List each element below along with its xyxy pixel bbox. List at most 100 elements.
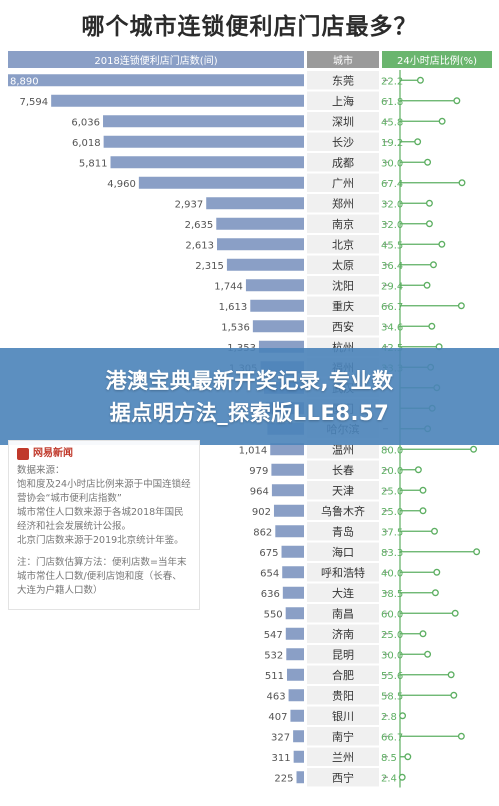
pct-column-header: 24小时店比例(%) xyxy=(382,51,492,68)
city-cell xyxy=(307,173,379,192)
store-bar xyxy=(275,525,304,538)
city-cell xyxy=(307,194,379,213)
city-cell xyxy=(307,747,379,766)
store-bar xyxy=(206,197,304,210)
store-bar xyxy=(250,299,304,312)
city-label: 天津 xyxy=(332,484,354,497)
pct-dot xyxy=(423,281,431,289)
store-bar xyxy=(273,504,304,517)
overlay-banner[interactable]: 港澳宝典最新开奖记录,专业数 据点明方法_探索版LLE8.57 xyxy=(0,348,499,445)
pct-dot xyxy=(430,261,437,269)
store-bar xyxy=(293,750,304,763)
store-value-label: 1,744 xyxy=(214,281,243,292)
city-label: 东莞 xyxy=(332,74,354,87)
pct-value-label: 29.4 xyxy=(381,281,403,292)
city-label: 深圳 xyxy=(332,115,354,128)
city-cell xyxy=(307,563,379,582)
pct-dot xyxy=(425,220,433,228)
stores-column-header: 2018连锁便利店门店数(间) xyxy=(8,51,304,68)
city-cell xyxy=(307,153,379,172)
pct-dot xyxy=(414,466,422,474)
pct-value-label: 22.2 xyxy=(381,76,403,87)
store-value-label: 532 xyxy=(264,650,283,661)
pct-value-label: 8.5 xyxy=(381,753,397,764)
city-label: 长沙 xyxy=(332,136,354,149)
pct-value-label: 2.4 xyxy=(381,773,397,784)
city-label: 南京 xyxy=(332,217,354,231)
pct-value-label: 25.0 xyxy=(381,630,403,641)
city-label: 沈阳 xyxy=(332,278,354,292)
pct-value-label: 30.0 xyxy=(381,158,403,169)
city-label: 北京 xyxy=(332,237,354,251)
pct-dot xyxy=(450,691,458,699)
pct-dot xyxy=(419,507,427,515)
pct-value-label: 32.0 xyxy=(381,199,403,210)
pct-value-label: 80.0 xyxy=(381,445,403,456)
pct-value-label: 40.0 xyxy=(381,568,403,579)
store-bar xyxy=(216,238,304,251)
city-label: 呼和浩特 xyxy=(321,565,365,579)
store-value-label: 979 xyxy=(249,466,268,477)
store-value-label: 6,036 xyxy=(71,117,100,128)
city-label: 银川 xyxy=(332,709,354,723)
store-bar xyxy=(282,586,304,599)
store-value-label: 550 xyxy=(264,609,283,620)
pct-dot xyxy=(414,138,422,146)
store-value-label: 6,018 xyxy=(72,138,101,149)
city-column-header: 城市 xyxy=(307,51,379,68)
store-bar xyxy=(286,648,304,661)
pct-dot xyxy=(428,322,436,330)
city-cell xyxy=(307,112,379,131)
store-bar xyxy=(245,279,304,292)
pct-value-label: 2.8 xyxy=(381,712,397,723)
pct-dot xyxy=(457,732,465,740)
city-cell xyxy=(307,501,379,520)
city-cell xyxy=(307,276,379,295)
overlay-line-2: 据点明方法_探索版LLE8.57 xyxy=(109,400,390,425)
city-label: 郑州 xyxy=(332,196,354,210)
pct-dot xyxy=(398,773,406,781)
pct-dot xyxy=(425,199,433,207)
city-label: 西宁 xyxy=(332,770,354,784)
netease-logo-icon xyxy=(17,448,29,460)
store-value-label: 654 xyxy=(260,568,279,579)
store-bar xyxy=(8,74,304,87)
store-bar xyxy=(216,217,304,230)
brand: 网易新闻 xyxy=(17,447,191,461)
city-cell xyxy=(307,686,379,705)
city-cell xyxy=(307,132,379,151)
store-value-label: 311 xyxy=(272,753,291,764)
store-value-label: 511 xyxy=(265,671,284,682)
store-value-label: 1,613 xyxy=(219,302,248,313)
store-value-label: 407 xyxy=(268,712,287,723)
store-bar xyxy=(271,484,304,497)
pct-value-label: 30.0 xyxy=(381,650,403,661)
city-label: 成都 xyxy=(332,156,354,169)
pct-dot xyxy=(451,609,459,617)
city-label: 西安 xyxy=(332,319,354,333)
store-value-label: 1,014 xyxy=(239,445,268,456)
store-bar xyxy=(282,566,304,579)
city-label: 青岛 xyxy=(332,524,354,538)
store-value-label: 636 xyxy=(261,589,280,600)
pct-value-label: 45.5 xyxy=(381,240,403,251)
pct-dot xyxy=(470,445,478,453)
store-value-label: 8,890 xyxy=(10,76,39,87)
store-value-label: 547 xyxy=(264,630,283,641)
store-value-label: 7,594 xyxy=(20,97,49,108)
pct-value-label: 38.5 xyxy=(381,589,403,600)
city-label: 上海 xyxy=(332,94,354,108)
pct-dot xyxy=(424,158,432,166)
city-cell xyxy=(307,604,379,623)
city-label: 南昌 xyxy=(332,607,354,620)
city-label: 广州 xyxy=(332,177,354,190)
pct-value-label: 19.2 xyxy=(381,138,403,149)
city-cell xyxy=(307,624,379,643)
city-label: 温州 xyxy=(332,443,354,456)
store-value-label: 225 xyxy=(274,773,293,784)
brand-name: 网易新闻 xyxy=(33,448,73,459)
store-bar xyxy=(270,443,304,456)
city-cell xyxy=(307,481,379,500)
store-bar xyxy=(252,320,304,333)
